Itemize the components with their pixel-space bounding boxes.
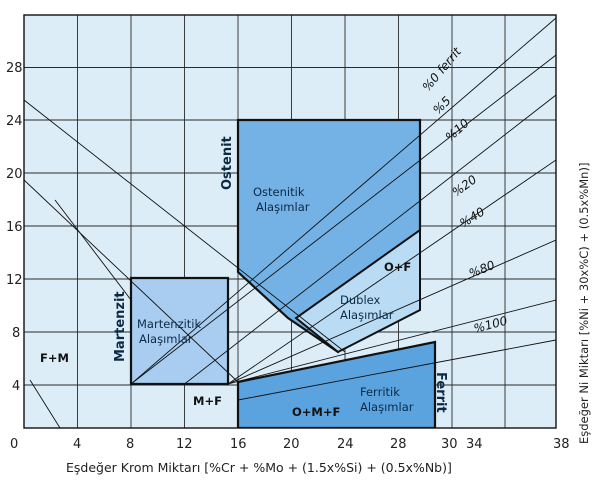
x-axis-ticks: 0 4 8 12 16 20 24 28 30 34 38 (10, 437, 570, 452)
y-tick: 24 (6, 114, 23, 129)
x-tick: 34 (466, 437, 483, 452)
x-tick: 30 (441, 437, 458, 452)
o-f-label: O+F (384, 260, 411, 274)
x-tick: 4 (73, 437, 81, 452)
austenite-label-line2: Alaşımlar (256, 200, 310, 214)
duplex-label-line2: Alaşımlar (340, 308, 394, 322)
x-tick: 16 (230, 437, 247, 452)
y-tick: 20 (6, 167, 23, 182)
x-tick: 20 (283, 437, 300, 452)
y-tick: 12 (6, 273, 23, 288)
boundary-lines (24, 17, 556, 428)
x-tick: 24 (337, 437, 354, 452)
austenite-title: Ostenit (220, 136, 235, 190)
x-tick: 8 (126, 437, 134, 452)
x-tick: 28 (390, 437, 407, 452)
x-tick: 0 (10, 437, 18, 452)
ferrite-title: Ferrit (433, 372, 448, 413)
martensite-region (129, 276, 230, 386)
x-tick: 12 (176, 437, 193, 452)
martensite-label-line2: Alaşımlar (139, 332, 193, 346)
austenite-label-line1: Ostenitik (253, 185, 305, 199)
plot-frame (23, 14, 557, 429)
ferrite-label-line2: Alaşımlar (360, 400, 414, 414)
duplex-region (294, 228, 421, 354)
martensite-label-line1: Martenzitik (137, 317, 202, 331)
y-tick: 28 (6, 61, 23, 76)
x-tick: 38 (553, 437, 570, 452)
y-axis-title: Eşdeğer Ni Miktarı [%Ni + 30x%C) + (0.5x… (577, 163, 591, 444)
m-f-label: M+F (193, 394, 222, 408)
ferrite-region (236, 340, 437, 428)
y-tick: 8 (12, 326, 20, 341)
duplex-label-line1: Dublex (340, 293, 381, 307)
region-labels: Ostenit Ostenitik Alaşımlar Martenzit Ma… (40, 136, 448, 419)
y-tick: 16 (6, 220, 23, 235)
martensite-title: Martenzit (113, 291, 128, 362)
y-tick: 4 (12, 379, 20, 394)
o-m-f-label: O+M+F (292, 405, 340, 419)
ferrite-label-line1: Ferritik (360, 385, 400, 399)
y-axis-ticks: 28 24 20 16 12 8 4 (6, 61, 23, 394)
f-m-label: F+M (40, 351, 69, 365)
x-axis-title: Eşdeğer Krom Miktarı [%Cr + %Mo + (1.5x%… (66, 460, 452, 475)
